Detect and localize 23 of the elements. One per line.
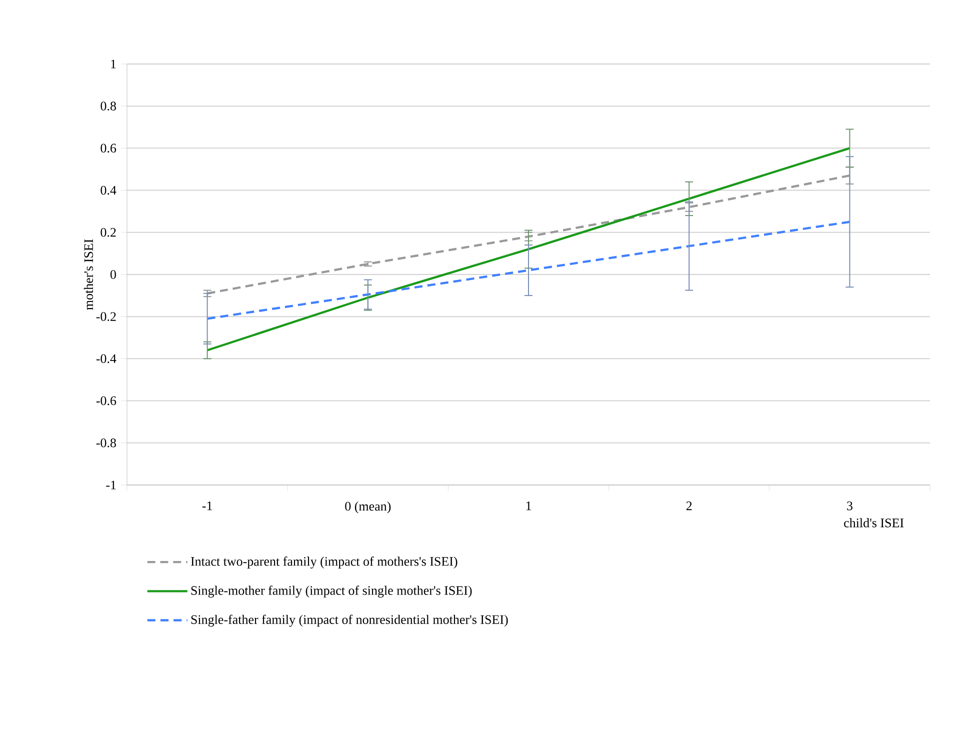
y-tick-label: 0.2 xyxy=(100,228,116,237)
y-tick-label: -0.2 xyxy=(96,312,116,321)
y-tick-label: 1 xyxy=(111,60,116,68)
y-tick-label: -0.8 xyxy=(96,438,116,448)
y-tick-label: -0.4 xyxy=(96,354,116,364)
y-tick-label: 0.6 xyxy=(100,144,116,153)
y-tick-label: -0.6 xyxy=(96,396,116,406)
legend-label: Single-father family (impact of nonresidential mother's ISEI) xyxy=(191,614,508,627)
x-tick-label: 1 xyxy=(526,502,531,510)
y-tick-label: 0.8 xyxy=(100,102,116,111)
x-tick-label: 0 (mean) xyxy=(345,502,391,514)
x-tick-label: -1 xyxy=(202,502,212,510)
x-tick-label: 3 xyxy=(847,502,852,510)
y-tick-label: 0 xyxy=(110,270,116,279)
legend-label: Intact two-parent family (impact of mothers's ISEI) xyxy=(190,556,458,568)
y-tick-label: 0.4 xyxy=(100,186,116,195)
x-axis-title: child's ISEI xyxy=(844,518,904,528)
y-tick-label: -1 xyxy=(106,480,116,490)
y-axis-title: mother's ISEI xyxy=(84,239,94,310)
line-series xyxy=(206,174,851,295)
x-tick-label: 2 xyxy=(686,502,692,510)
line-series xyxy=(206,147,851,352)
legend-label: Single-mother family (impact of single mother's ISEI) xyxy=(191,586,472,598)
